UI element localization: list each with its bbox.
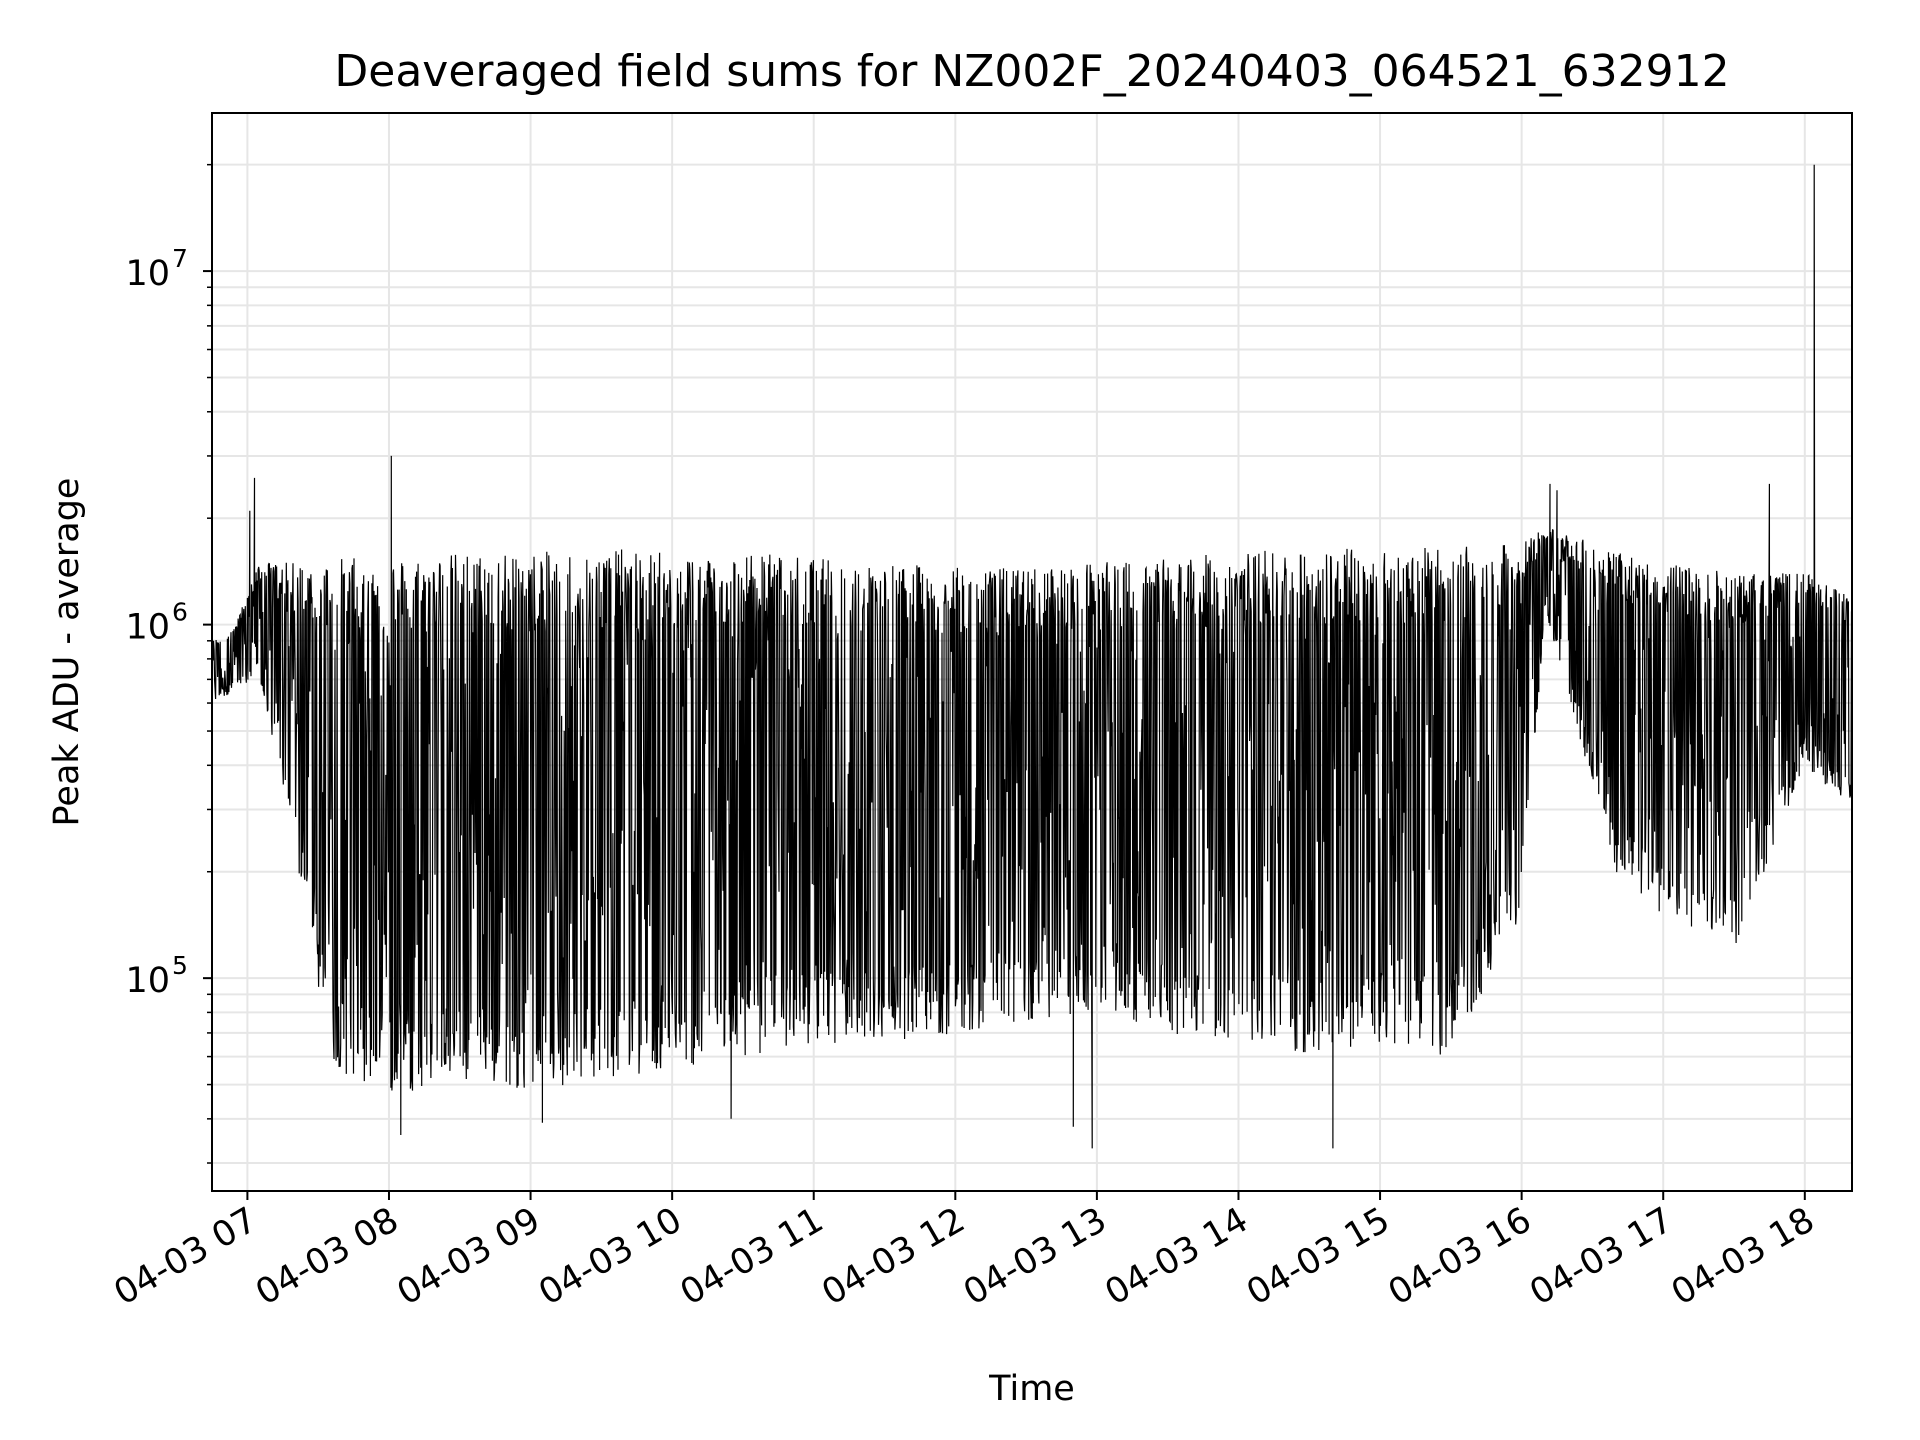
y-tick-label: 10 6 (125, 598, 187, 648)
series-line (212, 164, 1852, 1149)
y-tick-base: 10 (125, 961, 170, 1001)
y-tick-label: 10 5 (125, 951, 187, 1001)
y-tick-base: 10 (125, 608, 170, 648)
chart-title: Deaveraged field sums for NZ002F_2024040… (334, 46, 1729, 97)
y-tick-exponent: 6 (172, 598, 188, 627)
plot-frame (211, 112, 1853, 1192)
y-tick-label: 10 7 (125, 244, 187, 294)
y-tick-base: 10 (125, 254, 170, 294)
y-tick-exponent: 7 (172, 244, 188, 273)
plot-area (212, 164, 1852, 1149)
x-axis-label: Time (988, 1369, 1075, 1409)
y-tick-exponent: 5 (172, 951, 188, 980)
y-axis-label: Peak ADU - average (47, 478, 87, 827)
